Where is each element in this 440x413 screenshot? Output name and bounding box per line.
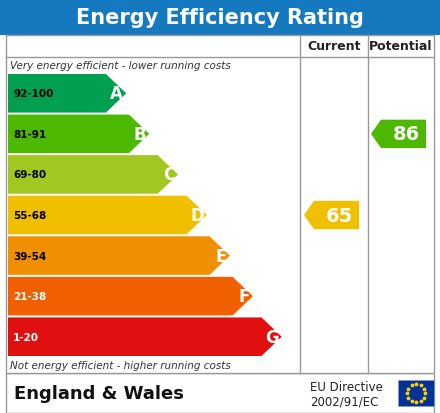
- Bar: [6, 373, 434, 413]
- Text: F: F: [238, 287, 250, 305]
- Text: 69-80: 69-80: [13, 170, 46, 180]
- Polygon shape: [8, 75, 126, 113]
- Text: 39-54: 39-54: [13, 251, 46, 261]
- Text: 21-38: 21-38: [13, 292, 46, 301]
- Polygon shape: [304, 201, 359, 230]
- Bar: [0, 0, 440, 36]
- Text: 81-91: 81-91: [13, 130, 46, 140]
- Text: G: G: [265, 328, 279, 346]
- Text: Potential: Potential: [369, 40, 433, 53]
- Polygon shape: [8, 237, 230, 275]
- Text: D: D: [190, 206, 204, 224]
- Polygon shape: [8, 156, 178, 194]
- Text: 2002/91/EC: 2002/91/EC: [310, 394, 378, 408]
- Text: E: E: [216, 247, 227, 265]
- Polygon shape: [8, 196, 207, 235]
- Text: 92-100: 92-100: [13, 89, 53, 99]
- Polygon shape: [8, 115, 149, 154]
- Text: 65: 65: [325, 206, 352, 225]
- Bar: [6, 36, 434, 373]
- Text: 86: 86: [392, 125, 420, 144]
- Text: Not energy efficient - higher running costs: Not energy efficient - higher running co…: [10, 360, 231, 370]
- Text: Very energy efficient - lower running costs: Very energy efficient - lower running co…: [10, 61, 231, 71]
- Text: EU Directive: EU Directive: [310, 380, 383, 394]
- Polygon shape: [8, 318, 282, 356]
- Text: 1-20: 1-20: [13, 332, 39, 342]
- Text: 55-68: 55-68: [13, 211, 46, 221]
- Polygon shape: [8, 277, 253, 316]
- Bar: [398, 380, 434, 406]
- Text: B: B: [134, 126, 146, 143]
- Text: Current: Current: [307, 40, 361, 53]
- Text: Energy Efficiency Rating: Energy Efficiency Rating: [76, 8, 364, 28]
- Polygon shape: [371, 120, 426, 149]
- Text: A: A: [110, 85, 123, 103]
- Text: England & Wales: England & Wales: [14, 384, 184, 402]
- Text: C: C: [163, 166, 175, 184]
